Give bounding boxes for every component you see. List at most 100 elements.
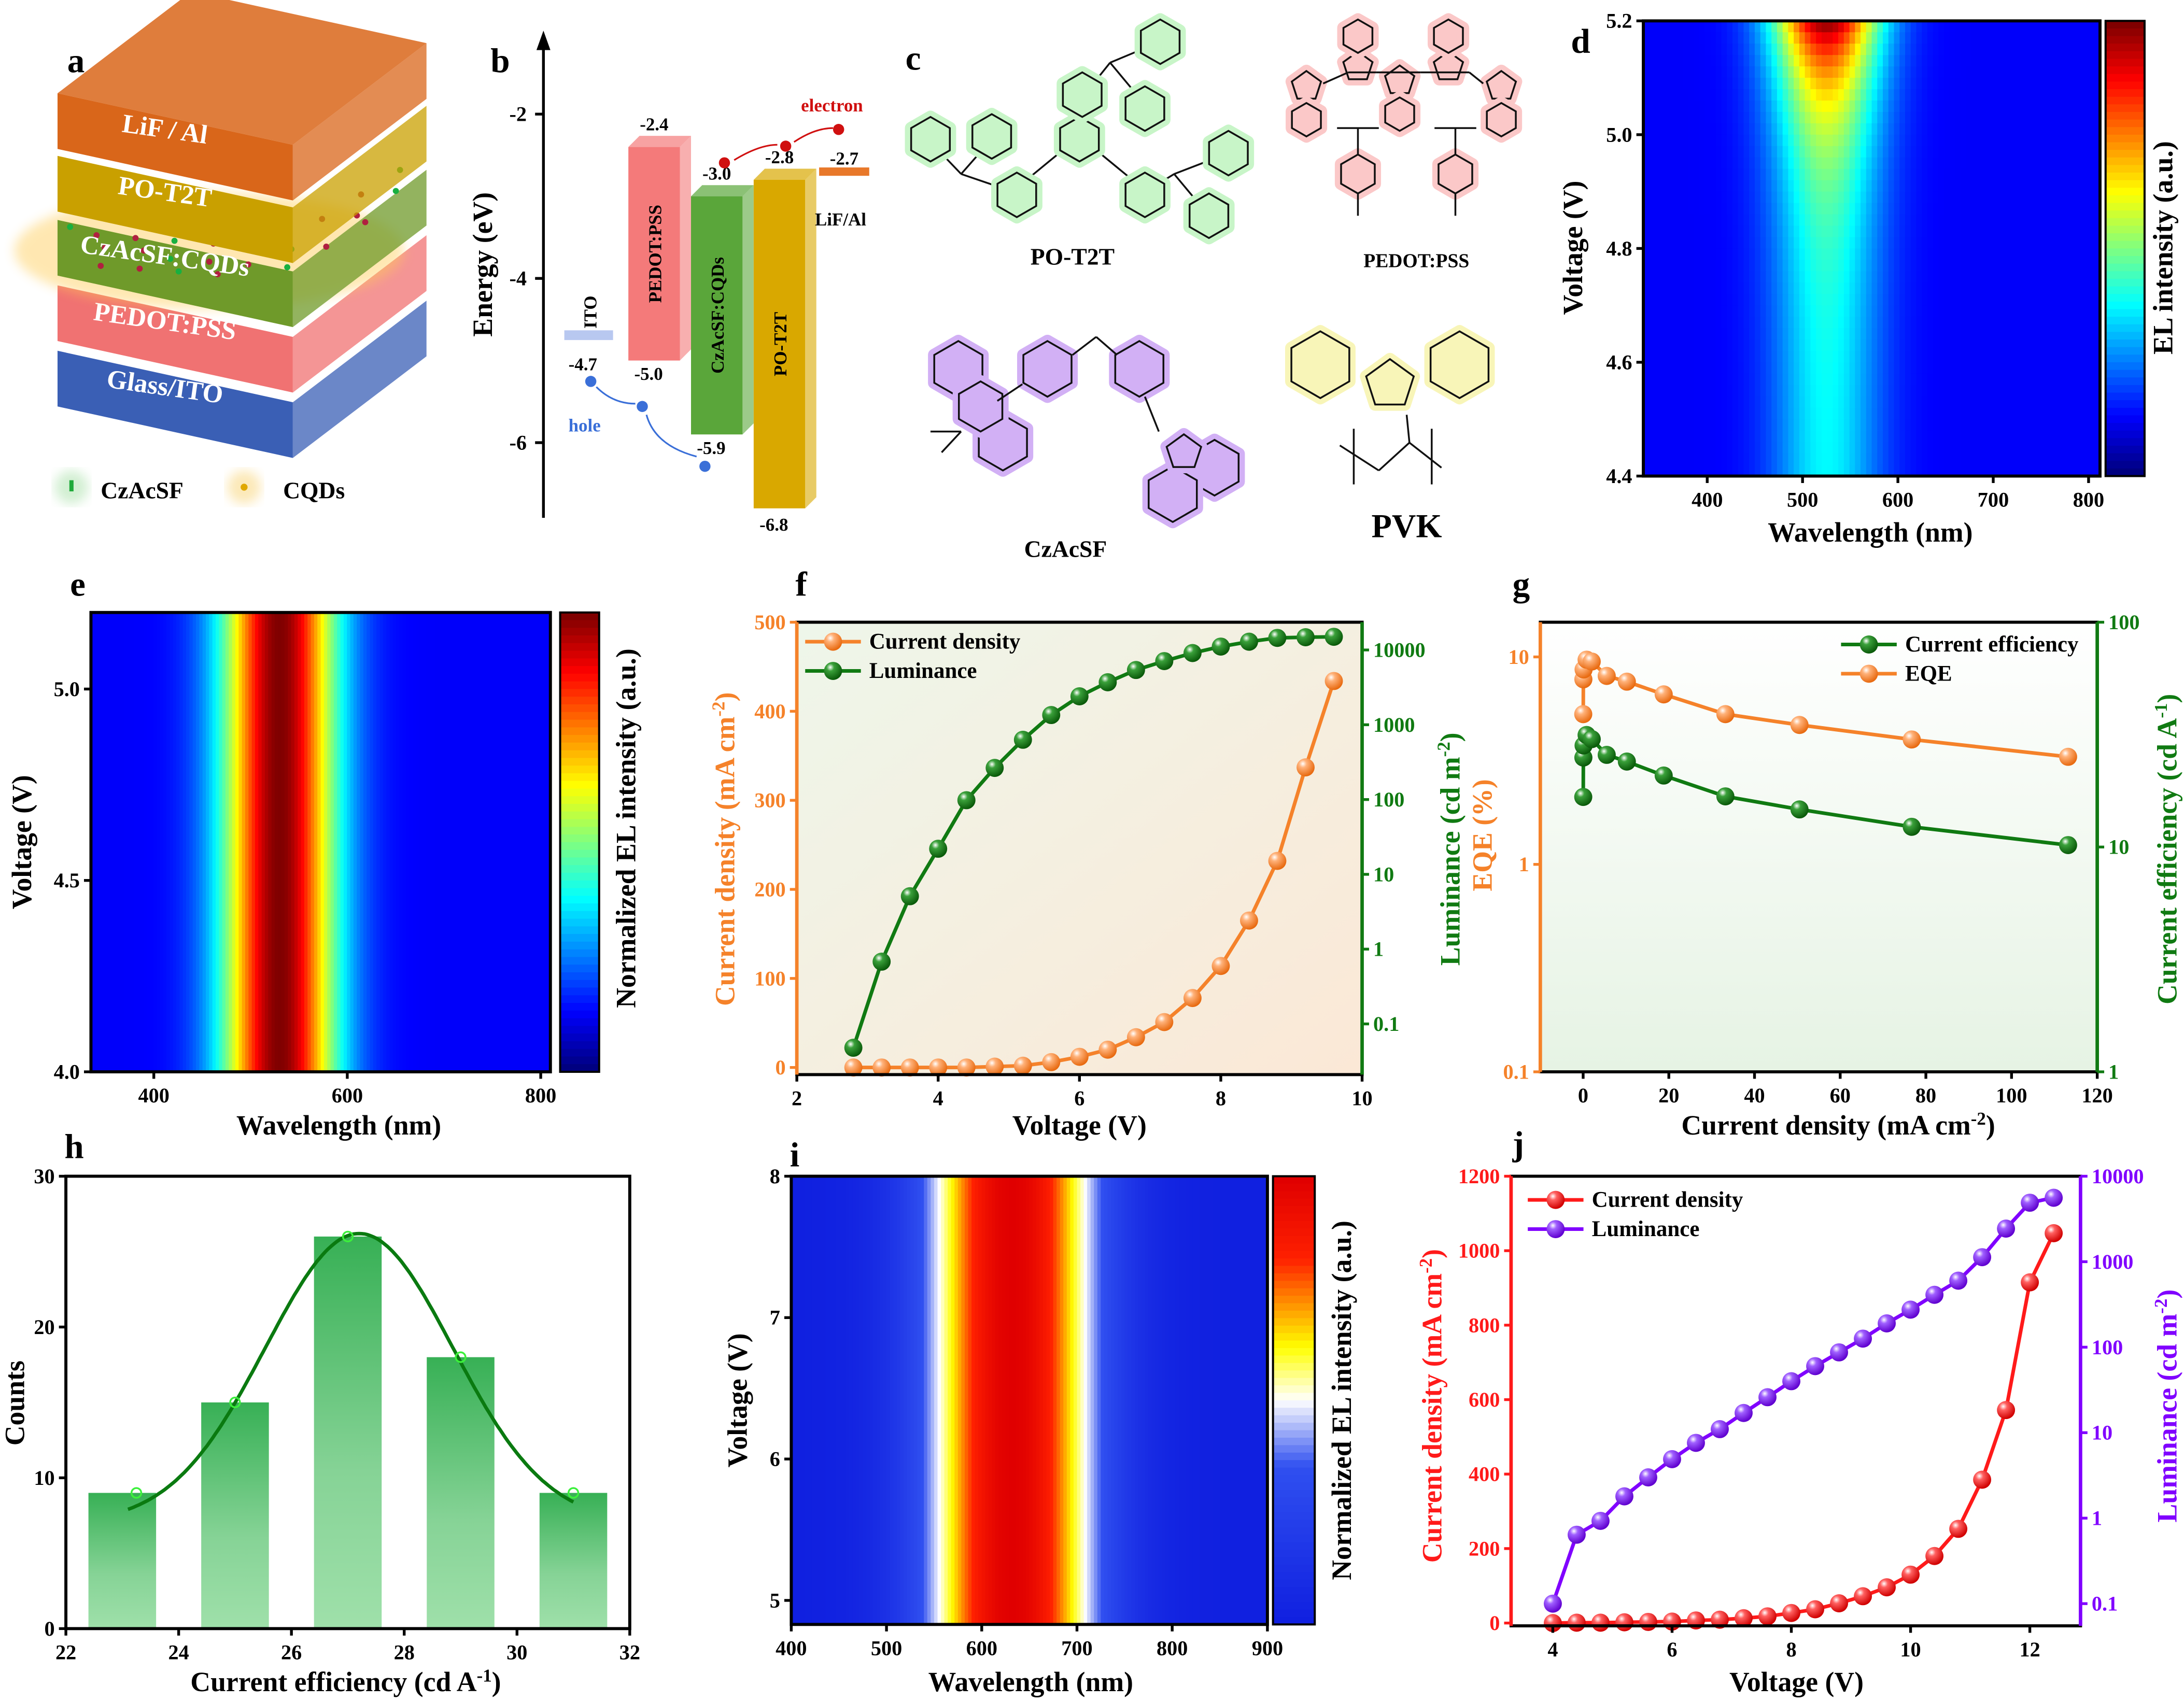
heatmap-cell bbox=[1754, 339, 1762, 352]
heatmap-cell bbox=[2050, 78, 2056, 90]
heatmap-cell bbox=[1916, 237, 1923, 250]
heatmap-cell bbox=[1849, 294, 1856, 306]
heatmap-cell bbox=[1983, 225, 1990, 238]
heatmap-cell bbox=[1966, 157, 1973, 170]
heatmap-cell bbox=[1727, 21, 1734, 33]
heatmap-cell bbox=[1894, 407, 1900, 420]
heatmap-column bbox=[1257, 1176, 1262, 1625]
colorbar-segment bbox=[560, 934, 599, 943]
heatmap-cell bbox=[1833, 32, 1839, 45]
heatmap-column bbox=[304, 612, 308, 1072]
heatmap-cell bbox=[1905, 260, 1912, 272]
layer-top-face bbox=[57, 0, 427, 145]
heatmap-cell bbox=[2016, 260, 2023, 272]
heatmap-cell bbox=[2089, 100, 2095, 113]
colorbar-segment bbox=[1273, 1281, 1315, 1289]
heatmap-cell bbox=[1788, 123, 1795, 136]
heatmap-cell bbox=[2078, 282, 2084, 295]
heatmap-cell bbox=[1654, 78, 1661, 90]
heatmap-cell bbox=[1666, 271, 1672, 284]
heatmap-cell bbox=[1843, 66, 1851, 79]
heatmap-cell bbox=[1861, 191, 1867, 204]
heatmap-cell bbox=[1648, 32, 1656, 45]
heatmap-cell bbox=[1866, 157, 1873, 170]
heatmap-cell bbox=[2072, 339, 2079, 352]
heatmap-cell bbox=[1961, 339, 1967, 352]
heatmap-cell bbox=[1949, 66, 1956, 79]
heatmap-cell bbox=[2078, 237, 2084, 250]
heatmap-cell bbox=[2016, 134, 2023, 147]
heatmap-cell bbox=[1676, 351, 1683, 363]
heatmap-cell bbox=[2016, 203, 2023, 216]
heatmap-cell bbox=[1933, 123, 1940, 136]
heatmap-cell bbox=[1760, 214, 1767, 227]
heatmap-cell bbox=[1944, 44, 1951, 56]
heatmap-cell bbox=[1699, 89, 1706, 102]
heatmap-cell bbox=[1983, 305, 1990, 318]
heatmap-cell bbox=[1771, 21, 1778, 33]
colorbar-segment bbox=[1273, 1310, 1315, 1319]
heatmap-cell bbox=[1922, 214, 1928, 227]
heatmap-cell bbox=[2022, 453, 2028, 466]
heatmap-cell bbox=[1727, 294, 1734, 306]
heatmap-cell bbox=[1838, 430, 1845, 443]
heatmap-column bbox=[383, 612, 387, 1072]
colorbar-segment bbox=[560, 880, 599, 889]
heatmap-cell bbox=[1922, 396, 1928, 409]
heatmap-cell bbox=[1743, 146, 1750, 159]
heatmap-column bbox=[1009, 1176, 1013, 1625]
heatmap-cell bbox=[1944, 78, 1951, 90]
heatmap-cell bbox=[1688, 225, 1695, 238]
heatmap-column bbox=[890, 1176, 894, 1625]
heatmap-cell bbox=[2078, 373, 2084, 386]
heatmap-cell bbox=[1654, 100, 1661, 113]
heatmap-cell bbox=[1983, 282, 1990, 295]
heatmap-cell bbox=[1688, 66, 1695, 79]
heatmap-column bbox=[104, 612, 108, 1072]
heatmap-cell bbox=[2055, 419, 2062, 432]
heatmap-cell bbox=[1749, 248, 1756, 261]
colorbar-segment bbox=[560, 834, 599, 843]
heatmap-cell bbox=[1710, 430, 1717, 443]
heatmap-cell bbox=[1699, 191, 1706, 204]
heatmap-cell bbox=[2005, 111, 2012, 124]
heatmap-cell bbox=[2038, 157, 2046, 170]
heatmap-cell bbox=[1899, 89, 1906, 102]
heatmap-cell bbox=[1782, 123, 1789, 136]
data-point bbox=[900, 1058, 919, 1077]
heatmap-cell bbox=[1871, 373, 1878, 386]
colorbar-segment bbox=[1273, 1602, 1315, 1611]
heatmap-cell bbox=[2022, 396, 2028, 409]
heatmap-cell bbox=[1855, 111, 1862, 124]
heatmap-cell bbox=[1754, 442, 1762, 455]
heatmap-cell bbox=[1866, 430, 1873, 443]
legend-marker bbox=[824, 632, 842, 651]
heatmap-cell bbox=[1861, 44, 1867, 56]
heatmap-cell bbox=[2083, 271, 2090, 284]
heatmap-cell bbox=[1760, 78, 1767, 90]
heatmap-cell bbox=[1971, 146, 1979, 159]
heatmap-column bbox=[498, 612, 502, 1072]
heatmap-cell bbox=[1710, 260, 1717, 272]
heatmap-cell bbox=[1688, 373, 1695, 386]
heatmap-cell bbox=[2066, 453, 2073, 466]
heatmap-cell bbox=[2050, 260, 2056, 272]
heatmap-column bbox=[452, 612, 456, 1072]
heatmap-cell bbox=[1871, 453, 1878, 466]
heatmap-cell bbox=[2061, 328, 2068, 341]
heatmap-cell bbox=[1944, 396, 1951, 409]
heatmap-cell bbox=[1654, 260, 1661, 272]
heatmap-column bbox=[1104, 1176, 1109, 1625]
colorbar-segment bbox=[2105, 407, 2145, 417]
heatmap-cell bbox=[1666, 237, 1672, 250]
y2-tick-label: 100 bbox=[2092, 1336, 2123, 1359]
heatmap-cell bbox=[1916, 44, 1923, 56]
heatmap-cell bbox=[1721, 430, 1728, 443]
heatmap-cell bbox=[2061, 111, 2068, 124]
ring-glow bbox=[966, 108, 1018, 165]
molecule-pvk: PVK bbox=[1285, 325, 1495, 545]
heatmap-cell bbox=[1910, 339, 1918, 352]
heatmap-column bbox=[245, 612, 249, 1072]
heatmap-cell bbox=[2044, 385, 2051, 398]
heatmap-cell bbox=[1666, 100, 1672, 113]
